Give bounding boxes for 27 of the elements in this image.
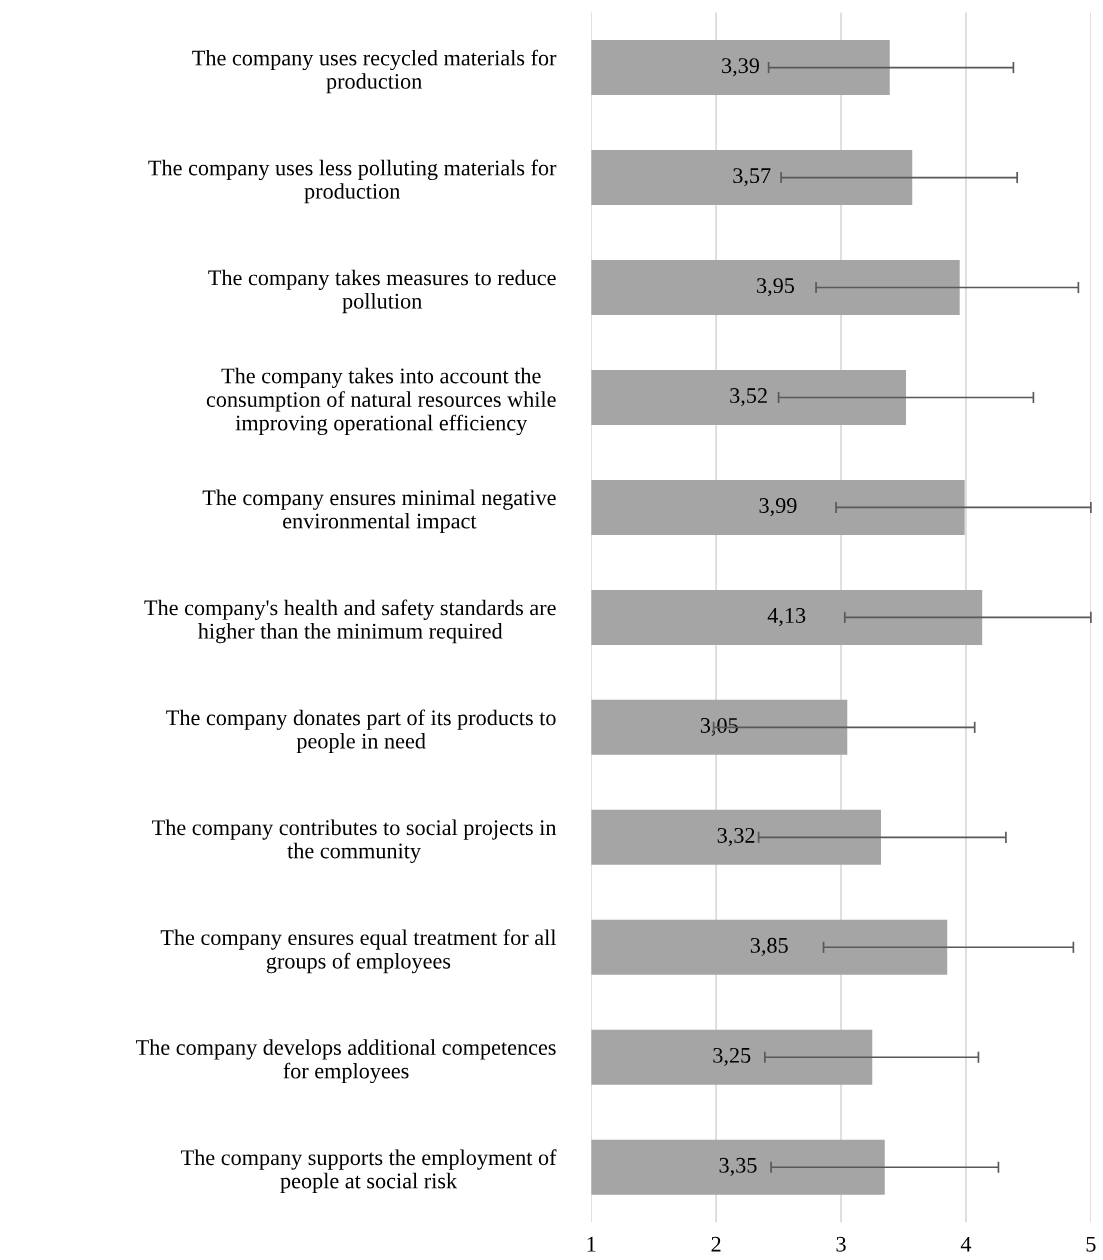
y-tick-label: The company ensures minimal negative environmental impact xyxy=(202,489,556,534)
data-label: 3,32 xyxy=(717,827,755,847)
x-tick-label: 4 xyxy=(960,1236,972,1252)
x-tick-label: 2 xyxy=(711,1236,721,1252)
data-label: 3,39 xyxy=(722,58,760,77)
y-tick-label: The company contributes to social projects in the community xyxy=(152,819,557,864)
y-tick-label: The company develops additional competences for employees xyxy=(136,1039,556,1084)
y-tick-label: The company uses recycled materials for production xyxy=(192,49,557,94)
data-label: 4,13 xyxy=(767,608,806,627)
x-tick-label: 5 xyxy=(1086,1236,1096,1252)
x-tick-label: 1 xyxy=(587,1236,596,1252)
data-label: 3,05 xyxy=(700,717,738,737)
y-tick-label: The company donates part of its products to people in need xyxy=(166,709,556,754)
data-label: 3,25 xyxy=(713,1047,751,1067)
y-tick-label: The company supports the employment of people at social risk xyxy=(181,1149,557,1193)
data-label: 3,95 xyxy=(757,278,795,297)
data-label: 3,85 xyxy=(750,937,788,957)
y-tick-label: The company ensures equal treatment for all groups of employees xyxy=(160,929,557,974)
data-label: 3,35 xyxy=(719,1157,757,1176)
y-tick-label: The company uses less polluting materials for production xyxy=(148,159,557,204)
data-label: 3,57 xyxy=(733,168,771,187)
y-tick-label: The company takes into account the consumption of natural resources while improving operational efficiency xyxy=(206,367,556,436)
y-tick-label: The company takes measures to reduce pollution xyxy=(208,269,556,314)
data-label: 3,52 xyxy=(730,388,767,407)
y-tick-label: The company's health and safety standards are higher than the minimum required xyxy=(144,599,556,644)
data-label: 3,99 xyxy=(759,498,797,517)
x-tick-label: 3 xyxy=(836,1236,846,1252)
